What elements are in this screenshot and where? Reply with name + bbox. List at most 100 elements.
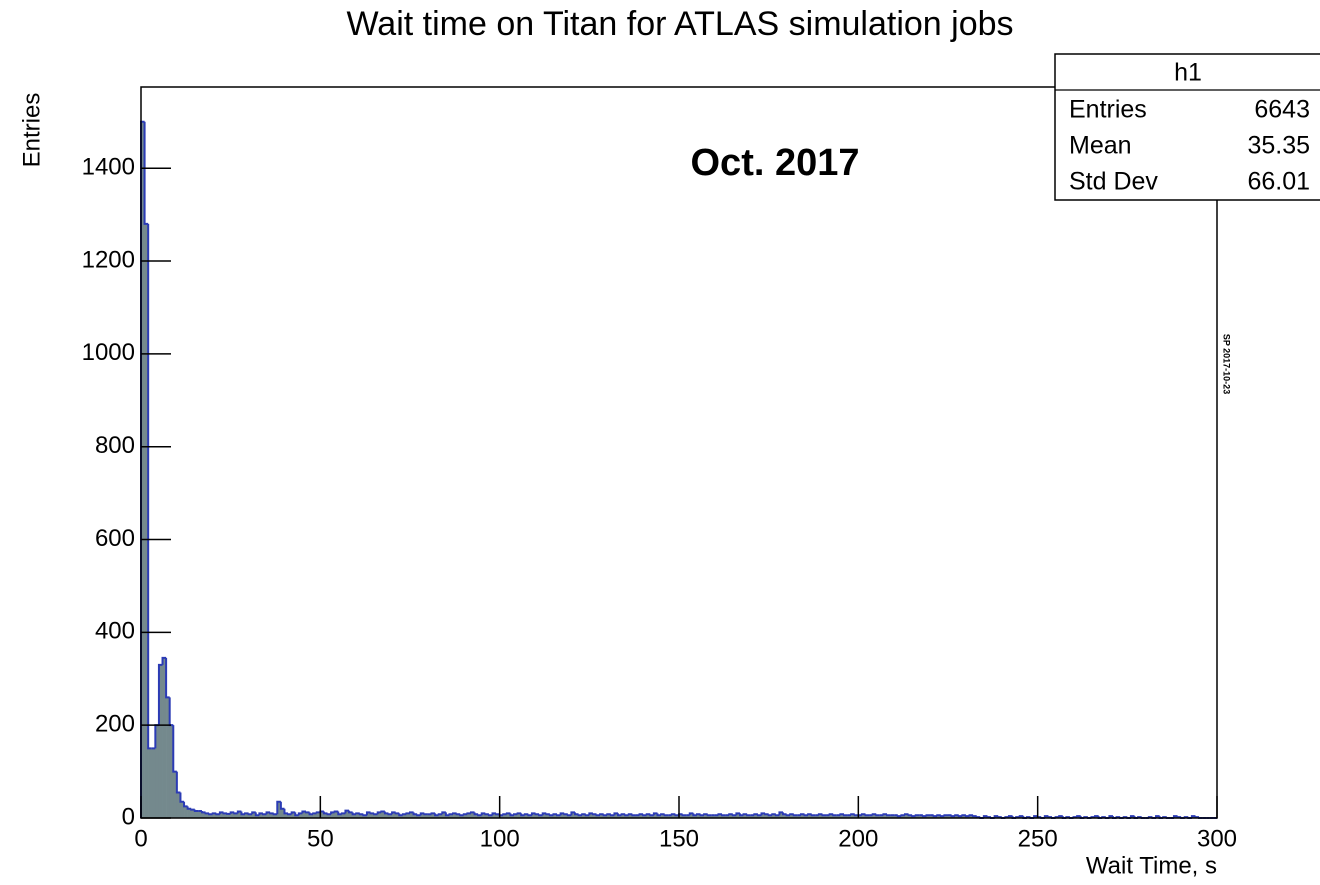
bar bbox=[607, 814, 612, 818]
bar bbox=[904, 814, 909, 818]
bar-outline bbox=[175, 771, 181, 794]
x-tick-label: 0 bbox=[134, 825, 147, 852]
bar bbox=[930, 815, 934, 818]
bar-outline bbox=[480, 812, 486, 816]
bar-outline bbox=[760, 812, 766, 816]
bar-outline bbox=[652, 812, 658, 816]
bar-outline bbox=[742, 813, 748, 816]
bar bbox=[578, 815, 583, 818]
stats-value: 35.35 bbox=[1247, 132, 1310, 160]
bar bbox=[413, 814, 418, 818]
bar bbox=[542, 813, 547, 818]
bar-outline bbox=[961, 814, 966, 817]
bar bbox=[711, 815, 716, 818]
bar-outline bbox=[462, 813, 468, 816]
bar bbox=[592, 814, 597, 818]
bar-outline bbox=[782, 812, 787, 816]
bar bbox=[725, 815, 730, 818]
bar bbox=[478, 815, 483, 818]
bar bbox=[288, 814, 292, 818]
bar-outline bbox=[620, 813, 626, 816]
bar-outline bbox=[233, 812, 238, 815]
bar-outline bbox=[326, 813, 332, 816]
bar-outline bbox=[670, 813, 676, 816]
bar bbox=[596, 815, 601, 818]
bar bbox=[352, 814, 357, 818]
bar bbox=[851, 814, 856, 818]
bar-outline bbox=[165, 657, 170, 699]
bar-outline bbox=[236, 810, 242, 814]
bar-outline bbox=[573, 812, 579, 816]
bar bbox=[510, 815, 515, 818]
bar bbox=[786, 815, 791, 818]
bar bbox=[836, 815, 841, 818]
bar-outline bbox=[778, 811, 784, 816]
bar-outline bbox=[391, 811, 396, 815]
bar-outline bbox=[810, 814, 816, 817]
stats-value: 66.01 bbox=[1247, 168, 1310, 196]
bar bbox=[682, 815, 687, 818]
bar-outline bbox=[972, 815, 977, 818]
bar-outline bbox=[721, 814, 726, 817]
bar-outline bbox=[681, 814, 687, 817]
bar-outline bbox=[1047, 816, 1053, 819]
bar-outline bbox=[631, 814, 636, 817]
bar bbox=[277, 801, 282, 818]
bar bbox=[514, 814, 518, 818]
bar bbox=[937, 815, 942, 818]
bar-outline bbox=[261, 813, 267, 816]
bar-outline bbox=[832, 814, 837, 817]
bar bbox=[291, 812, 296, 818]
bar-outline bbox=[886, 814, 891, 817]
bar bbox=[187, 808, 192, 818]
bar bbox=[151, 748, 156, 818]
bar-outline bbox=[161, 656, 167, 665]
bar-outline bbox=[495, 813, 500, 816]
bar bbox=[449, 814, 454, 818]
bar bbox=[689, 813, 694, 818]
bar bbox=[815, 815, 820, 818]
bar bbox=[169, 725, 174, 818]
x-tick-label: 50 bbox=[307, 825, 334, 852]
bar-outline bbox=[871, 813, 877, 816]
bar-outline bbox=[1007, 815, 1013, 818]
bar-outline bbox=[803, 814, 809, 817]
bar-outline bbox=[581, 813, 586, 816]
bar-outline bbox=[649, 814, 654, 817]
bar bbox=[266, 812, 271, 818]
bar bbox=[521, 815, 526, 818]
bar-outline bbox=[735, 812, 740, 816]
bar bbox=[488, 815, 493, 818]
stats-title: h1 bbox=[1174, 59, 1202, 87]
bar-outline bbox=[523, 813, 529, 816]
bar bbox=[370, 813, 375, 818]
bar-outline bbox=[1176, 816, 1182, 819]
bar bbox=[399, 815, 404, 818]
bar bbox=[359, 814, 364, 818]
bar bbox=[248, 814, 253, 818]
bar bbox=[890, 815, 895, 818]
bar-outline bbox=[627, 813, 633, 816]
bar bbox=[212, 813, 217, 818]
bar-outline bbox=[304, 811, 310, 814]
bar-outline bbox=[617, 813, 622, 817]
bar-outline bbox=[333, 810, 339, 813]
bar-outline bbox=[287, 813, 292, 816]
bar bbox=[635, 815, 640, 818]
bar-outline bbox=[437, 813, 443, 816]
bar bbox=[227, 813, 231, 818]
bar bbox=[298, 813, 303, 818]
bar bbox=[646, 814, 651, 818]
bar bbox=[603, 815, 608, 818]
bar bbox=[571, 812, 576, 818]
bar bbox=[402, 814, 407, 818]
bar bbox=[714, 815, 719, 818]
bar-outline bbox=[513, 813, 518, 816]
bar bbox=[707, 815, 712, 818]
x-tick-label: 200 bbox=[838, 825, 878, 852]
bar-outline bbox=[279, 801, 285, 810]
bar bbox=[158, 664, 163, 818]
bar bbox=[761, 813, 766, 818]
y-tick-label: 1200 bbox=[82, 246, 135, 273]
bar bbox=[406, 813, 411, 818]
